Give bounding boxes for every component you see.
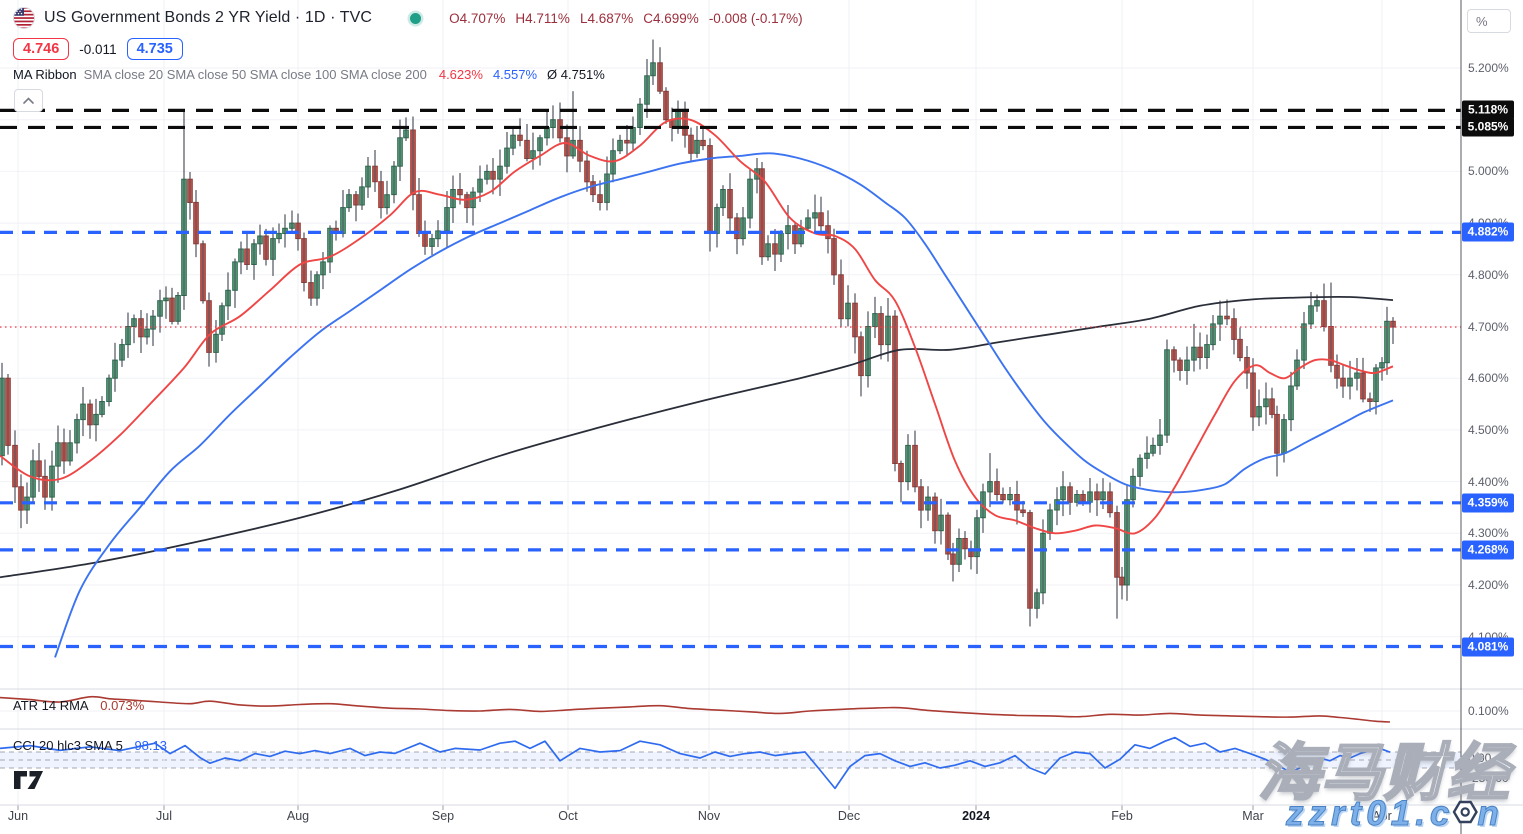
level-price-label[interactable]: 4.359%: [1462, 493, 1514, 513]
ma-sma20-value: 4.623%: [438, 67, 483, 82]
tradingview-logo[interactable]: [13, 770, 47, 795]
atr-tick[interactable]: 0.100%: [1468, 704, 1509, 718]
price-tick[interactable]: 4.700%: [1468, 319, 1509, 334]
month-label: Aug: [286, 809, 310, 823]
price-tick[interactable]: 4.200%: [1468, 578, 1509, 592]
cci-legend[interactable]: CCI 20 hlc3 SMA 5 98.13: [13, 738, 167, 753]
price-tick[interactable]: 4.400%: [1468, 474, 1509, 489]
ma-average-value: Ø 4.751%: [547, 67, 605, 82]
ma-ribbon-name[interactable]: MA Ribbon: [13, 67, 77, 82]
price-tick[interactable]: 5.200%: [1468, 61, 1509, 75]
atr-legend[interactable]: ATR 14 RMA 0.073%: [13, 698, 144, 713]
ask-price-box[interactable]: 4.735: [126, 38, 183, 60]
month-label: Oct: [558, 809, 578, 823]
cci-label[interactable]: CCI 20 hlc3 SMA 5: [13, 738, 123, 753]
cci-tick[interactable]: 0.00: [1468, 751, 1492, 765]
ohlc-high: H4.711%: [515, 10, 570, 26]
ohlc-low: L4.687%: [579, 10, 634, 26]
month-label: Mar: [1242, 809, 1264, 823]
ma-ribbon-params: SMA close 20 SMA close 50 SMA close 100 …: [83, 67, 427, 82]
price-tick[interactable]: 4.800%: [1468, 267, 1509, 282]
level-price-label[interactable]: 5.085%: [1462, 117, 1514, 137]
month-label: 2024: [962, 809, 990, 823]
axis-unit-button[interactable]: %: [1467, 9, 1511, 33]
price-tick[interactable]: 5.000%: [1468, 164, 1509, 179]
month-label: Sep: [431, 809, 455, 823]
month-label: Jun: [7, 809, 29, 823]
chevron-up-icon: [22, 92, 35, 110]
quote-row: 4.746 -0.011 4.735: [13, 38, 183, 60]
price-tick[interactable]: 4.600%: [1468, 371, 1509, 386]
us-flag-icon: [13, 7, 35, 29]
month-label: Apr: [1372, 809, 1392, 823]
ohlc-close: C4.699%: [643, 10, 699, 26]
month-label: Feb: [1111, 809, 1133, 823]
atr-label[interactable]: ATR 14 RMA: [13, 698, 89, 713]
bid-price-box[interactable]: 4.746: [13, 38, 70, 60]
level-price-label[interactable]: 4.882%: [1462, 222, 1514, 242]
quote-change: -0.011: [79, 41, 117, 57]
ohlc-readout: O4.707% H4.711% L4.687% C4.699% -0.008 (…: [449, 11, 813, 26]
market-status-dot-icon[interactable]: [410, 12, 422, 24]
symbol-title[interactable]: US Government Bonds 2 YR Yield · 1D · TV…: [44, 9, 373, 26]
cci-tick[interactable]: -250.00: [1468, 771, 1509, 785]
collapse-legend-button[interactable]: [14, 89, 43, 112]
price-tick[interactable]: 4.500%: [1468, 422, 1509, 437]
month-label: Dec: [837, 809, 861, 823]
cci-value: 98.13: [134, 738, 167, 753]
level-price-label[interactable]: 5.118%: [1462, 100, 1514, 120]
ma-sma50-value: 4.557%: [492, 67, 538, 82]
symbol-row: US Government Bonds 2 YR Yield · 1D · TV…: [13, 7, 813, 29]
month-label: Nov: [697, 809, 721, 823]
level-price-label[interactable]: 4.081%: [1462, 637, 1514, 657]
ohlc-open: O4.707%: [449, 10, 506, 26]
ohlc-change: -0.008 (-0.17%): [708, 10, 803, 26]
price-tick[interactable]: 4.300%: [1468, 526, 1509, 541]
level-price-label[interactable]: 4.268%: [1462, 540, 1514, 560]
ma-ribbon-legend[interactable]: MA Ribbon SMA close 20 SMA close 50 SMA …: [13, 67, 605, 82]
month-label: Jul: [156, 809, 172, 823]
atr-value: 0.073%: [100, 698, 145, 713]
